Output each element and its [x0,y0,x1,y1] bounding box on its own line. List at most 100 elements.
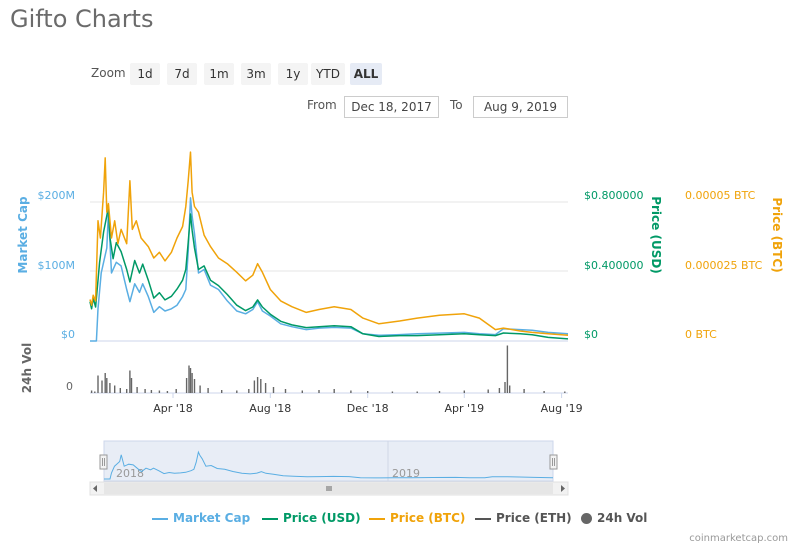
zoom-ytd-button[interactable]: YTD [311,63,345,85]
scroll-right-arrow-icon[interactable] [561,485,565,492]
series-line-price-btc[interactable] [89,151,569,337]
navigator-right-handle[interactable] [549,454,558,470]
x-tick-label: Aug '18 [249,402,291,415]
navigator-label-2018: 2018 [116,467,144,480]
market-cap-tick-200m: $200M [38,189,76,202]
price-usd-axis-label: Price (USD) [649,196,663,274]
volume-bar [523,389,525,393]
volume-bar [188,365,190,393]
price-btc-tick-0-000025: 0.000025 BTC [685,259,763,272]
legend-price-usd[interactable]: Price (USD) [262,511,361,525]
volume-bar [221,390,223,393]
volume-bar [94,391,96,393]
market-cap-tick-0: $0 [61,328,75,341]
volume-bar [144,389,146,393]
zoom-1y-button[interactable]: 1y [278,63,308,85]
volume-bars [90,345,566,393]
zoom-all-button[interactable]: ALL [350,63,382,85]
legend-label: 24h Vol [597,511,648,525]
volume-bar [193,379,196,393]
legend-label: Price (BTC) [390,511,466,525]
volume-bar [119,388,121,393]
zoom-label: Zoom [91,66,126,80]
volume-bar [129,370,131,393]
market-cap-tick-100m: $100M [38,259,76,272]
volume-bar [504,382,506,393]
volume-tick-0: 0 [66,380,73,393]
volume-bar [97,375,99,393]
navigator-label-2019: 2019 [392,467,420,480]
volume-bar [416,391,418,393]
x-tick-label: Apr '19 [445,402,485,415]
zoom-3m-button[interactable]: 3m [241,63,271,85]
legend-circle-icon [581,513,592,524]
legend-market-cap[interactable]: Market Cap [152,511,250,525]
legend-price-btc[interactable]: Price (BTC) [369,511,465,525]
volume-bar [272,387,275,393]
legend-label: Price (USD) [283,511,361,525]
x-axis-ticks: Apr '18 Aug '18 Dec '18 Apr '19 Aug '19 [153,393,583,415]
volume-bar [236,390,238,393]
volume-bar [130,378,133,393]
volume-bar [509,385,511,393]
legend-24h-vol[interactable]: 24h Vol [581,511,647,525]
zoom-7d-button[interactable]: 7d [167,63,197,85]
price-btc-axis-label: Price (BTC) [770,197,784,272]
volume-bar [463,390,465,393]
volume-bar [199,385,201,393]
legend-line-icon [262,517,278,520]
volume-bar [158,390,161,393]
price-usd-tick-0-8: $0.800000 [584,189,644,202]
legend-price-eth[interactable]: Price (ETH) [475,511,572,525]
navigator[interactable]: 2018 2019 [99,440,558,482]
volume-bar [318,390,320,393]
navigator-left-handle[interactable] [99,454,108,470]
navigator-selection[interactable] [103,440,554,482]
page-title: Gifto Charts [10,5,154,33]
legend-line-icon [475,517,491,520]
volume-bar [506,345,509,393]
to-date-input[interactable]: Aug 9, 2019 [473,96,568,118]
scroll-left-arrow-icon[interactable] [93,485,97,492]
volume-bar [284,389,287,393]
volume-bar [109,383,111,393]
zoom-1m-button[interactable]: 1m [204,63,234,85]
to-label: To [450,98,463,112]
series-line-price-usd[interactable] [89,206,569,340]
volume-bar [301,390,303,393]
from-date-input[interactable]: Dec 18, 2017 [344,96,439,118]
volume-bar [543,391,545,393]
volume-bar [104,373,106,393]
legend-line-icon [369,517,385,520]
zoom-1d-button[interactable]: 1d [130,63,160,85]
navigator-scrollbar[interactable] [89,481,569,496]
price-usd-tick-0-4: $0.400000 [584,259,644,272]
volume-bar [150,390,153,393]
gridlines [90,201,568,394]
volume-bar [391,391,394,393]
volume-bar [438,391,441,393]
volume-bar [248,389,250,393]
series-line-market-cap[interactable] [90,197,569,342]
price-btc-tick-0: 0 BTC [685,328,717,341]
volume-bar [333,389,335,393]
price-usd-tick-0: $0 [584,328,598,341]
volume-bar [253,380,256,393]
volume-bar [256,377,259,393]
legend-line-icon [152,517,168,520]
volume-bar [166,391,169,393]
volume-bar [136,387,138,393]
volume-bar [101,380,103,393]
x-tick-label: Aug '19 [541,402,583,415]
volume-bar [126,389,128,393]
volume-bar [564,391,566,393]
volume-bar [498,388,501,393]
x-tick-label: Apr '18 [153,402,193,415]
volume-bar [106,378,108,393]
from-label: From [307,98,337,112]
price-btc-tick-0-00005: 0.00005 BTC [685,189,756,202]
volume-bar [487,389,489,393]
credit-link[interactable]: coinmarketcap.com [689,533,788,544]
volume-bar [189,368,192,393]
